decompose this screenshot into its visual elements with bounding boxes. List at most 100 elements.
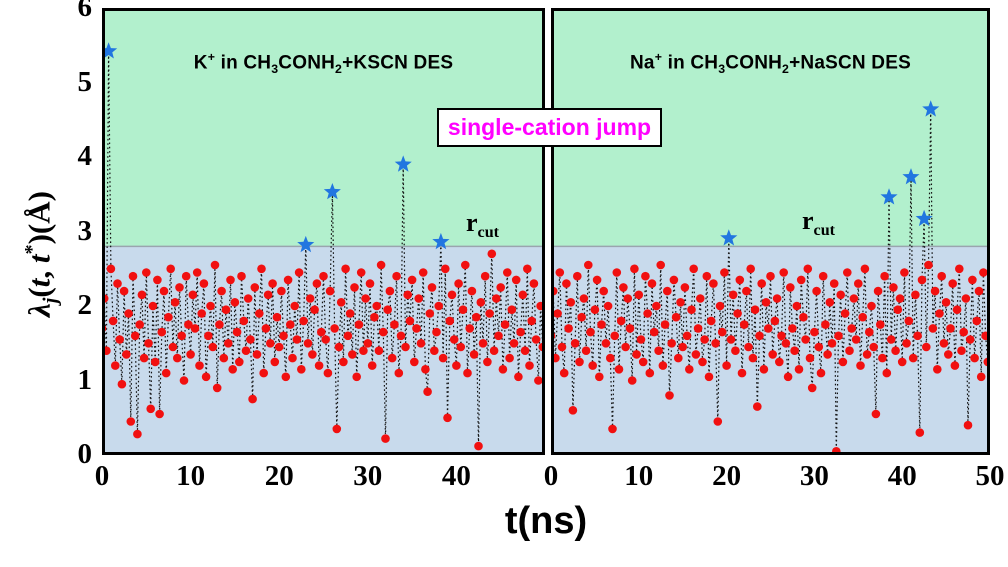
cation-point <box>722 361 731 370</box>
cation-point <box>823 350 832 359</box>
text-segment: 2 <box>335 62 343 77</box>
cation-point <box>698 357 707 367</box>
cation-point <box>308 350 317 359</box>
cation-point <box>248 394 257 404</box>
cation-point <box>663 286 672 296</box>
cation-point <box>786 283 795 292</box>
text-segment: 2 <box>782 62 790 77</box>
text-segment: )(Å) <box>21 191 57 245</box>
cation-point <box>643 309 652 318</box>
cation-point <box>219 353 229 363</box>
cation-point <box>319 271 328 281</box>
cation-point <box>179 376 189 385</box>
cation-point <box>472 312 481 322</box>
cation-point <box>250 283 260 292</box>
cation-point <box>891 346 900 356</box>
cation-point <box>414 294 424 303</box>
trajectory-dotted-line <box>102 51 544 447</box>
cation-point <box>432 327 441 337</box>
cation-point <box>188 290 198 300</box>
cation-point <box>566 298 576 307</box>
cation-point <box>638 357 648 367</box>
cation-point <box>873 286 883 296</box>
cation-point <box>230 298 240 307</box>
cation-point <box>871 409 881 419</box>
y-tick-label: 3 <box>77 214 93 247</box>
cation-point <box>122 350 131 359</box>
text-segment: r <box>466 208 478 237</box>
cation-point <box>359 346 368 356</box>
cation-point <box>336 298 346 307</box>
cation-point <box>588 361 597 370</box>
cation-point <box>387 353 397 363</box>
cation-point <box>952 305 962 315</box>
cation-point <box>575 357 584 367</box>
cation-point <box>621 342 630 352</box>
cation-point <box>204 331 213 341</box>
cation-point <box>232 327 242 337</box>
cation-point <box>133 429 142 439</box>
cation-point <box>735 275 745 285</box>
cation-point <box>454 279 463 288</box>
cation-point <box>290 301 299 311</box>
cation-point <box>294 268 304 277</box>
cation-point <box>489 346 499 356</box>
cation-point <box>632 350 641 359</box>
cation-point <box>889 283 898 292</box>
rcut-label-left: rcut <box>466 208 499 242</box>
cation-point <box>483 357 492 367</box>
cation-point <box>474 441 483 451</box>
cation-point <box>783 372 793 382</box>
cation-point <box>656 260 665 270</box>
cation-point <box>142 268 151 277</box>
cation-point <box>930 286 940 296</box>
jump-star-marker <box>394 155 412 172</box>
cation-point <box>948 279 957 288</box>
text-segment: cut <box>813 222 836 240</box>
cation-point <box>770 316 780 326</box>
cation-point <box>496 283 506 292</box>
x-tick-label: 0 <box>543 460 559 492</box>
cation-point <box>603 301 613 311</box>
cation-point <box>212 383 222 393</box>
cation-point <box>175 283 184 292</box>
cation-point <box>381 434 390 443</box>
cation-point <box>553 309 562 318</box>
cation-point <box>465 324 475 333</box>
cation-point <box>441 264 450 274</box>
cation-point <box>192 268 202 277</box>
cation-point <box>838 357 848 367</box>
jump-star-marker <box>297 235 315 253</box>
cation-point <box>534 376 543 385</box>
cation-point <box>840 309 850 318</box>
cation-point <box>305 294 315 303</box>
cation-point <box>137 290 147 300</box>
cation-point <box>902 339 911 348</box>
cation-point <box>595 372 604 382</box>
cation-point <box>911 290 920 300</box>
cation-point <box>452 361 461 370</box>
cation-point <box>221 305 231 315</box>
x-tick-label: 0 <box>94 460 110 492</box>
cation-point <box>706 316 716 326</box>
cation-point <box>108 316 118 326</box>
cation-point <box>937 271 946 281</box>
cation-point <box>117 379 127 389</box>
text-segment: + <box>654 50 663 64</box>
cation-point <box>394 368 404 378</box>
cation-point <box>619 283 628 292</box>
cation-point <box>904 316 914 326</box>
cation-point <box>208 342 218 352</box>
cation-point <box>356 268 366 277</box>
cation-point <box>568 406 578 415</box>
cation-point <box>139 353 149 363</box>
cation-point <box>586 327 595 337</box>
cation-point <box>803 264 813 274</box>
cation-point <box>500 320 510 329</box>
cation-point <box>974 286 984 296</box>
cation-point <box>652 301 661 311</box>
cation-point <box>726 335 736 344</box>
cation-point <box>963 420 973 430</box>
cation-point <box>516 327 525 337</box>
cation-point <box>173 353 182 363</box>
